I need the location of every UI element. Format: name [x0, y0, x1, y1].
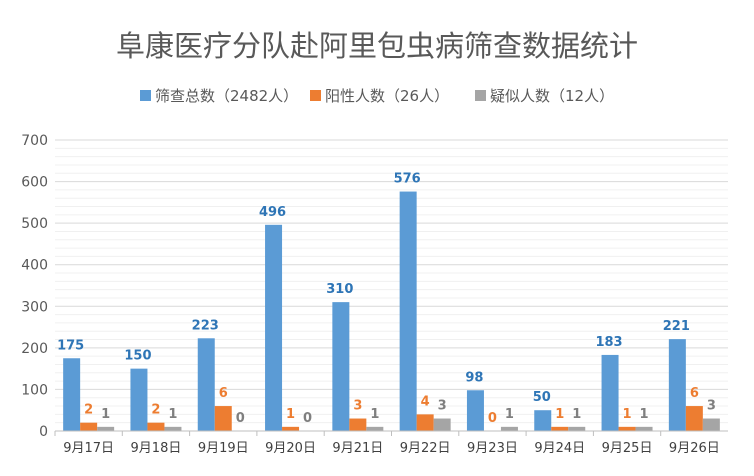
data-label: 4	[421, 394, 430, 409]
data-label: 1	[555, 407, 564, 422]
x-tick-label: 9月25日	[602, 441, 653, 456]
y-tick-label: 600	[21, 175, 48, 191]
data-label: 1	[101, 407, 110, 422]
bar-series-0	[197, 338, 215, 431]
bar-series-0	[130, 368, 148, 431]
bar-series-1	[551, 426, 569, 431]
bar-series-2	[164, 426, 182, 431]
bar-series-2	[635, 426, 653, 431]
data-label: 221	[663, 319, 690, 334]
legend: 筛查总数（2482人） 阳性人数（26人） 疑似人数（12人）	[140, 87, 614, 105]
bar-series-1	[416, 414, 434, 431]
data-label: 98	[465, 370, 483, 385]
bar-series-1	[80, 422, 98, 431]
bar-series-1	[214, 406, 232, 431]
x-tick-label: 9月23日	[467, 441, 518, 456]
data-label: 1	[168, 407, 177, 422]
legend-label: 阳性人数（26人）	[325, 87, 449, 105]
data-label: 0	[236, 411, 245, 426]
y-axis: 0 100 200 300 400 500 600 700	[21, 133, 48, 440]
bar-series-2	[433, 418, 451, 431]
data-label: 6	[690, 386, 699, 401]
data-label: 2	[151, 403, 160, 418]
data-label: 175	[57, 338, 84, 353]
data-label: 2	[84, 403, 93, 418]
y-tick-label: 0	[39, 424, 48, 440]
legend-label: 筛查总数（2482人）	[155, 87, 298, 105]
bar-series-1	[685, 406, 703, 431]
y-tick-label: 200	[21, 341, 48, 357]
y-tick-label: 400	[21, 258, 48, 274]
data-label: 496	[259, 205, 286, 220]
chart-title: 阜康医疗分队赴阿里包虫病筛查数据统计	[116, 29, 638, 63]
data-label: 1	[286, 407, 295, 422]
gridlines	[55, 139, 728, 432]
data-label: 310	[326, 282, 353, 297]
x-tick-label: 9月24日	[534, 441, 585, 456]
bar-series-0	[534, 410, 552, 431]
bar-series-2	[500, 426, 518, 431]
x-tick-label: 9月17日	[63, 441, 114, 456]
bar-series-0	[332, 302, 350, 431]
bar-series-2	[97, 426, 115, 431]
data-label: 0	[303, 411, 312, 426]
data-label: 183	[595, 335, 622, 350]
data-label: 3	[353, 399, 362, 414]
data-label: 576	[394, 172, 421, 187]
x-tick-label: 9月18日	[131, 441, 182, 456]
data-label: 6	[219, 386, 228, 401]
y-tick-label: 500	[21, 216, 48, 232]
x-tick-label: 9月19日	[198, 441, 249, 456]
data-label: 50	[533, 390, 551, 405]
data-label: 0	[488, 411, 497, 426]
legend-swatch	[475, 90, 486, 101]
bar-series-2	[568, 426, 586, 431]
bar-series-0	[265, 224, 283, 431]
legend-swatch	[310, 90, 321, 101]
bar-series-1	[349, 418, 367, 431]
x-tick-label: 9月22日	[400, 441, 451, 456]
bar-series-2	[702, 418, 720, 431]
legend-swatch	[140, 90, 151, 101]
y-tick-label: 100	[21, 382, 48, 398]
x-tick-label: 9月21日	[332, 441, 383, 456]
legend-label: 疑似人数（12人）	[490, 87, 614, 105]
data-label: 150	[124, 349, 151, 364]
bar-series-1	[618, 426, 636, 431]
data-label: 1	[505, 407, 514, 422]
data-label: 3	[707, 399, 716, 414]
data-label: 1	[640, 407, 649, 422]
bar-series-1	[147, 422, 165, 431]
bars	[63, 191, 720, 431]
y-tick-label: 300	[21, 299, 48, 315]
data-label: 1	[370, 407, 379, 422]
data-label: 3	[438, 399, 447, 414]
data-label: 223	[192, 318, 219, 333]
bar-series-0	[63, 358, 81, 431]
x-tick-label: 9月20日	[265, 441, 316, 456]
x-tick-label: 9月26日	[669, 441, 720, 456]
bar-series-0	[668, 339, 686, 431]
bar-series-0	[466, 390, 484, 431]
y-tick-label: 700	[21, 133, 48, 149]
bar-series-2	[366, 426, 384, 431]
bar-series-0	[399, 191, 417, 431]
bar-series-1	[282, 426, 300, 431]
x-axis: 9月17日 9月18日 9月19日 9月20日 9月21日 9月22日 9月23日 9月24日…	[54, 430, 728, 456]
bar-series-0	[601, 354, 619, 431]
data-label: 1	[623, 407, 632, 422]
data-label: 1	[572, 407, 581, 422]
